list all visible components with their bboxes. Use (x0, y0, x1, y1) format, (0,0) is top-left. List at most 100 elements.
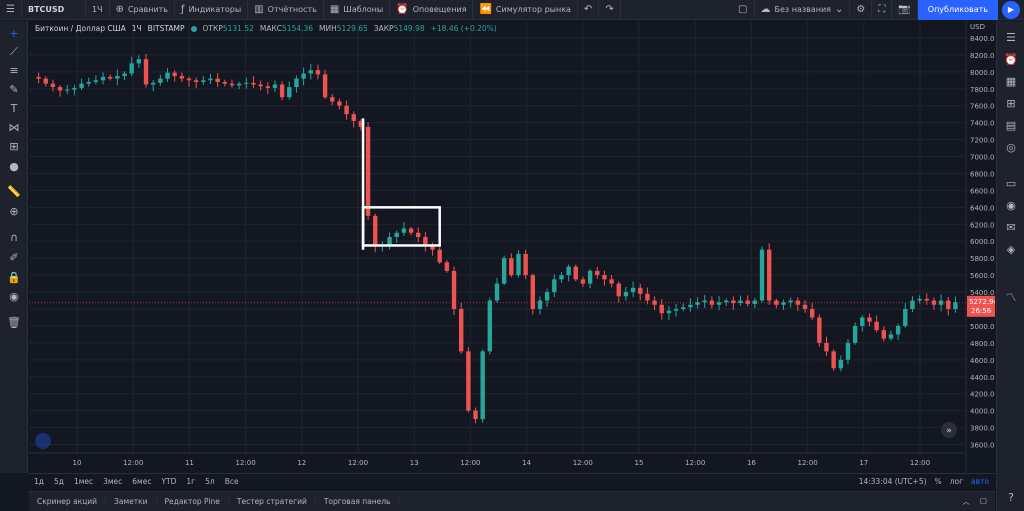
candle-body (65, 89, 70, 91)
layout-select-button[interactable]: ▢ (732, 0, 755, 20)
text-icon[interactable]: T (10, 102, 18, 115)
price-chart[interactable]: » USD 8400.00 8200.00 8000.00 7800.00 7600.00… (29, 21, 995, 473)
crosshair-icon[interactable]: + (9, 27, 19, 40)
candle-body (301, 73, 306, 79)
range-button[interactable]: Все (224, 477, 239, 486)
market-status-dot (190, 25, 197, 32)
trend-line-icon[interactable]: ⟋ (10, 45, 18, 58)
cloud-icon: ☁ (760, 3, 771, 15)
candle-body (236, 83, 242, 86)
interval-label: 1Ч (91, 5, 103, 14)
bottom-tab[interactable]: Заметки (106, 497, 157, 506)
fullscreen-button[interactable]: ⛶ (872, 0, 893, 20)
top-toolbar: ☰ BTCUSD 1Ч ⊕ Сравнить ƒ Индикаторы ▥ Отчёт… (0, 0, 1024, 20)
price-tick-label: 7600.00 (970, 103, 995, 111)
chart-pane[interactable]: » USD 8400.00 8200.00 8000.00 7800.00 7600.00… (29, 21, 995, 473)
bottom-tab[interactable]: Торговая панель (316, 497, 400, 506)
templates-button[interactable]: ▦ Шаблоны (324, 0, 391, 20)
range-button[interactable]: 6мес (132, 477, 152, 486)
range-button[interactable]: 1д (34, 477, 44, 486)
maximize-icon[interactable]: ▢ (979, 496, 987, 505)
range-button[interactable]: 3мес (103, 477, 123, 486)
ruler-icon[interactable]: 📏 (7, 185, 21, 198)
bottom-tab[interactable]: Скринер акций (29, 497, 107, 506)
price-tick-label: 3800.00 (970, 425, 995, 433)
plus-circle-icon: ⊕ (115, 3, 124, 15)
indicators-button[interactable]: ƒ Индикаторы (175, 0, 249, 20)
interval-button[interactable]: 1Ч (86, 0, 110, 20)
publish-button[interactable]: Опубликовать (917, 0, 998, 20)
candle-body (430, 245, 435, 250)
candle-body (530, 275, 536, 309)
lock-drawings-icon[interactable]: ✐ (9, 251, 19, 264)
bottom-tab[interactable]: Тестер стратегий (229, 497, 316, 506)
bottom-tab[interactable]: Редактор Pine (157, 497, 229, 506)
play-button[interactable]: ▶ (1002, 0, 1020, 19)
percent-scale-button[interactable]: % (934, 477, 942, 486)
compare-button[interactable]: ⊕ Сравнить (110, 0, 176, 20)
brush-icon[interactable]: ✎ (9, 83, 19, 96)
auto-scale-button[interactable]: авто (971, 477, 989, 486)
alerts-button[interactable]: ⏰ Оповещения (390, 0, 474, 20)
lock-icon[interactable]: 🔒 (7, 271, 21, 284)
layers-icon[interactable]: ◈ (1006, 243, 1016, 256)
chat-icon[interactable]: ▭ (1005, 177, 1017, 190)
log-scale-button[interactable]: лог (949, 477, 964, 486)
candle-body (122, 73, 127, 77)
notification-icon[interactable]: ✉ (1006, 221, 1016, 234)
hamburger-menu[interactable]: ☰ (0, 0, 22, 20)
candle-body (215, 78, 220, 82)
range-button[interactable]: 1г (186, 477, 196, 486)
range-button[interactable]: 5л (205, 477, 215, 486)
data-window-icon[interactable]: ▦ (1005, 75, 1017, 88)
range-button[interactable]: 5д (53, 477, 64, 486)
replay-button[interactable]: ⏪ Симулятор рынка (473, 0, 578, 20)
candle-body (165, 72, 170, 79)
redo-button[interactable]: ↷ (599, 0, 621, 20)
streams-icon[interactable]: ◉ (1006, 199, 1016, 212)
candle-body (874, 321, 879, 331)
help-icon[interactable]: ? (1008, 491, 1014, 504)
snapshot-button[interactable]: 📷 (892, 0, 918, 20)
candle-body (845, 342, 851, 360)
legend-high: МАКС5154.36 (259, 24, 314, 33)
hotlist-icon[interactable]: ⊞ (1006, 97, 1016, 110)
candle-body (494, 283, 500, 301)
candle-body (150, 82, 156, 85)
range-button[interactable]: 1мес (73, 477, 94, 486)
settings-button[interactable]: ⚙ (850, 0, 873, 20)
ideas-icon[interactable]: ◎ (1006, 141, 1016, 154)
financials-button[interactable]: ▥ Отчётность (248, 0, 324, 20)
shapes-icon[interactable]: ● (9, 160, 19, 173)
measure-icon[interactable]: ⊞ (9, 140, 19, 153)
candle-body (903, 309, 908, 326)
price-tick-label: 4000.00 (970, 408, 995, 416)
save-layout-button[interactable]: ☁ Без названия ⌄ (755, 0, 851, 20)
chart-trend-icon[interactable]: 〽 (1005, 291, 1017, 304)
range-button[interactable]: YTD (161, 477, 177, 486)
function-icon: ƒ (181, 3, 185, 15)
candle-body (516, 253, 521, 276)
alerts-icon[interactable]: ⏰ (1004, 53, 1018, 66)
candle-body (817, 317, 822, 343)
magnet-icon[interactable]: ∩ (9, 231, 19, 244)
fib-icon[interactable]: ≡ (9, 64, 19, 77)
pattern-icon[interactable]: ⋈ (8, 121, 20, 134)
eye-icon[interactable]: ◉ (9, 290, 19, 303)
price-tick-label: 5000.00 (970, 323, 995, 331)
collapse-icon[interactable]: ︿ (962, 497, 970, 506)
undo-button[interactable]: ↶ (578, 0, 600, 20)
calendar-icon[interactable]: ▤ (1005, 119, 1017, 132)
zoom-icon[interactable]: ⊕ (9, 205, 19, 218)
watchlist-icon[interactable]: ☰ (1006, 31, 1016, 44)
time-tick-label: 16 (747, 459, 756, 467)
price-tick-label: 7000.00 (970, 154, 995, 162)
symbol-search-button[interactable]: BTCUSD (22, 0, 86, 20)
candle-body (466, 351, 471, 411)
trash-icon[interactable]: 🗑 (7, 316, 21, 329)
price-tick-label: 6800.00 (970, 170, 995, 178)
candle-body (279, 84, 285, 98)
candle-body (93, 80, 99, 82)
price-axis (966, 21, 995, 473)
candle-body (731, 300, 736, 304)
